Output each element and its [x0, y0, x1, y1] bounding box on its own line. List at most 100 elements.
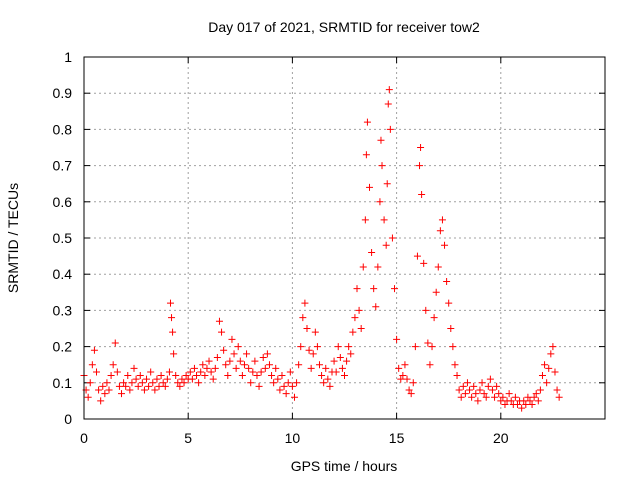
data-point	[476, 386, 484, 394]
data-point	[188, 375, 196, 383]
data-point	[422, 306, 430, 314]
data-point	[536, 386, 544, 394]
data-point	[259, 353, 267, 361]
data-point	[90, 346, 98, 354]
data-point	[411, 343, 419, 351]
data-point	[486, 375, 494, 383]
data-point	[543, 379, 551, 387]
data-point	[491, 393, 499, 401]
data-point	[424, 339, 432, 347]
data-point	[391, 285, 399, 293]
data-point	[441, 241, 449, 249]
data-point	[122, 382, 130, 390]
data-point	[499, 393, 507, 401]
data-point	[299, 314, 307, 322]
data-point	[251, 357, 259, 365]
data-point	[232, 364, 240, 372]
data-point	[280, 382, 288, 390]
data-point	[297, 343, 305, 351]
data-point	[457, 393, 465, 401]
data-point	[320, 379, 328, 387]
data-point	[293, 379, 301, 387]
data-point	[468, 393, 476, 401]
data-points	[80, 86, 563, 412]
y-axis-label: SRMTID / TECUs	[5, 183, 21, 293]
data-point	[362, 151, 370, 159]
chart-title: Day 017 of 2021, SRMTID for receiver tow…	[208, 19, 480, 35]
data-point	[134, 382, 142, 390]
data-point	[220, 346, 228, 354]
data-point	[313, 343, 321, 351]
data-point	[159, 379, 167, 387]
data-point	[401, 361, 409, 369]
data-point	[463, 379, 471, 387]
data-point	[443, 277, 451, 285]
data-point	[157, 372, 165, 380]
data-point	[338, 364, 346, 372]
data-point	[386, 125, 394, 133]
data-point	[445, 299, 453, 307]
data-point	[149, 379, 157, 387]
data-point	[307, 364, 315, 372]
data-point	[95, 386, 103, 394]
data-point	[355, 306, 363, 314]
data-point	[526, 397, 534, 405]
data-point	[553, 386, 561, 394]
data-point	[99, 382, 107, 390]
data-point	[124, 372, 132, 380]
data-point	[207, 368, 215, 376]
x-tick-label: 5	[184, 430, 192, 446]
data-point	[165, 368, 173, 376]
data-point	[480, 390, 488, 398]
data-point	[418, 191, 426, 199]
y-tick-label: 0.9	[53, 85, 73, 101]
data-point	[84, 393, 92, 401]
data-point	[213, 353, 221, 361]
data-point	[359, 263, 367, 271]
data-point	[93, 368, 101, 376]
data-point	[168, 314, 176, 322]
data-point	[245, 364, 253, 372]
y-tick-label: 0.6	[53, 194, 73, 210]
data-point	[153, 375, 161, 383]
data-point	[388, 234, 396, 242]
y-tick-label: 0.5	[53, 230, 73, 246]
data-point	[432, 288, 440, 296]
data-point	[120, 379, 128, 387]
data-point	[380, 216, 388, 224]
data-point	[345, 343, 353, 351]
data-point	[151, 386, 159, 394]
data-point	[174, 379, 182, 387]
data-point	[438, 216, 446, 224]
data-point	[383, 180, 391, 188]
data-point	[309, 350, 317, 358]
data-point	[288, 382, 296, 390]
grid-lines	[84, 57, 605, 419]
data-point	[528, 401, 536, 409]
data-point	[374, 263, 382, 271]
data-point	[255, 382, 263, 390]
data-point	[393, 335, 401, 343]
data-point	[474, 397, 482, 405]
data-point	[403, 375, 411, 383]
y-tick-label: 1	[64, 49, 72, 65]
data-point	[324, 375, 332, 383]
data-point	[180, 379, 188, 387]
data-point	[97, 397, 105, 405]
data-point	[428, 343, 436, 351]
data-point	[382, 241, 390, 249]
x-tick-label: 20	[493, 430, 509, 446]
data-point	[209, 375, 217, 383]
data-point	[501, 401, 509, 409]
data-point	[322, 364, 330, 372]
data-point	[447, 325, 455, 332]
data-point	[88, 361, 96, 369]
data-point	[236, 357, 244, 365]
x-axis-label: GPS time / hours	[291, 458, 398, 474]
data-point	[147, 368, 155, 376]
data-point	[409, 379, 417, 387]
data-point	[455, 386, 463, 394]
data-point	[507, 397, 515, 405]
data-point	[497, 397, 505, 405]
data-point	[545, 364, 553, 372]
